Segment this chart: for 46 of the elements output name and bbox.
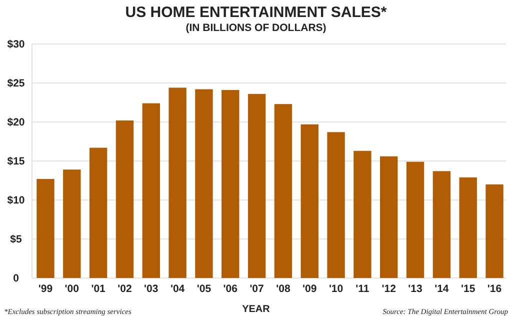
x-tick-label: '10 bbox=[328, 283, 344, 295]
bar bbox=[142, 103, 160, 278]
bar bbox=[432, 171, 451, 278]
x-tick-label: '14 bbox=[434, 283, 449, 295]
y-tick-label: $10 bbox=[7, 194, 25, 207]
bar bbox=[222, 90, 240, 278]
x-tick-label: '11 bbox=[356, 283, 370, 295]
x-tick-label: '05 bbox=[196, 283, 212, 295]
x-tick-label: '03 bbox=[144, 283, 158, 295]
bar bbox=[327, 132, 345, 278]
y-tick-label: $25 bbox=[7, 78, 25, 90]
bar bbox=[354, 150, 372, 278]
bar bbox=[406, 162, 424, 278]
bar bbox=[380, 156, 398, 278]
bar bbox=[459, 177, 477, 278]
x-axis-title: YEAR bbox=[242, 304, 271, 315]
bar bbox=[248, 94, 266, 278]
x-tick-label: '16 bbox=[487, 283, 502, 295]
bar bbox=[89, 148, 108, 278]
bar bbox=[486, 184, 504, 278]
bar bbox=[168, 88, 186, 278]
x-tick-label: '99 bbox=[38, 283, 53, 295]
y-tick-label: $5 bbox=[10, 234, 22, 246]
bar bbox=[274, 104, 292, 278]
chart-title: US HOME ENTERTAINMENT SALES* bbox=[125, 4, 387, 21]
y-tick-label: $15 bbox=[7, 156, 25, 168]
x-tick-label: '01 bbox=[91, 283, 106, 295]
x-tick-label: '02 bbox=[118, 283, 132, 295]
bar bbox=[36, 178, 54, 278]
x-tick-label: '12 bbox=[382, 283, 396, 295]
x-tick-label: '15 bbox=[461, 283, 476, 295]
x-tick-label: '13 bbox=[408, 283, 423, 295]
y-tick-label: $20 bbox=[7, 116, 25, 129]
x-tick-label: '00 bbox=[64, 283, 80, 295]
bar bbox=[300, 124, 318, 278]
y-tick-label: $30 bbox=[7, 38, 25, 51]
bar bbox=[195, 89, 213, 278]
x-tick-label: '06 bbox=[223, 283, 238, 295]
y-tick-label: 0 bbox=[13, 272, 20, 285]
bar bbox=[116, 120, 134, 278]
x-tick-label: '04 bbox=[170, 283, 185, 295]
x-tick-label: '09 bbox=[302, 283, 317, 295]
x-tick-label: '08 bbox=[276, 283, 290, 295]
x-tick-label: '07 bbox=[250, 283, 264, 295]
bar bbox=[63, 170, 81, 278]
chart-subtitle: (IN BILLIONS OF DOLLARS) bbox=[186, 22, 326, 34]
